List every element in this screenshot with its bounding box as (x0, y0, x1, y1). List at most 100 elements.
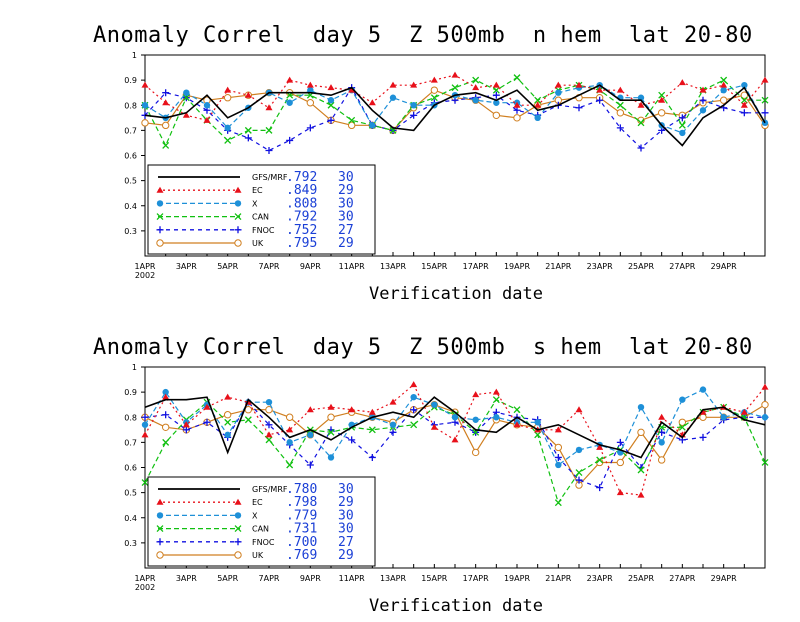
legend-count: 29 (338, 183, 354, 198)
data-point (203, 403, 211, 410)
x-tick-label: 3APR (176, 262, 197, 271)
data-point (555, 461, 562, 469)
y-tick-label: 0.9 (124, 76, 137, 85)
data-point (616, 109, 625, 117)
y-tick-label: 1 (132, 51, 137, 60)
data-point (286, 99, 293, 106)
data-point (327, 116, 335, 124)
x-tick-label: 23APR (587, 574, 613, 583)
data-point (761, 119, 769, 127)
data-point (699, 433, 707, 441)
data-point (306, 461, 314, 469)
data-point (410, 421, 418, 429)
x-tick-label: 7APR (259, 262, 280, 271)
x-tick-label: 11APR (339, 262, 365, 271)
legend-count: 30 (338, 482, 354, 497)
data-point (658, 91, 666, 99)
legend-count: 30 (338, 210, 354, 225)
data-point (513, 74, 521, 82)
data-point (141, 102, 149, 109)
data-point (637, 101, 645, 108)
data-point (554, 443, 563, 452)
data-point (161, 121, 170, 130)
x-tick-label: 1APR (135, 574, 156, 583)
x-axis-label: Verification date (369, 596, 543, 616)
data-point (534, 431, 542, 439)
data-point (306, 99, 315, 107)
data-point (265, 104, 273, 111)
legend: GFS/MRF.780 30 EC .798 29 X .779 30 CAN .731 30 FNO… (147, 476, 376, 567)
legend-mean: .792 (286, 210, 317, 225)
data-point (286, 76, 294, 83)
legend-marker (156, 226, 164, 234)
data-point (161, 423, 170, 431)
data-point (472, 97, 479, 104)
data-point (389, 94, 397, 101)
data-point (306, 406, 314, 413)
y-tick-label: 0.7 (124, 126, 137, 135)
data-point (658, 96, 666, 103)
data-point (761, 96, 769, 104)
data-point (327, 428, 335, 436)
data-point (224, 393, 232, 400)
data-point (554, 426, 562, 433)
data-point (368, 99, 376, 106)
legend-mean: .780 (286, 482, 317, 497)
data-point (286, 439, 293, 446)
legend-marker (234, 525, 242, 533)
data-point (699, 107, 707, 114)
data-point (472, 84, 480, 91)
chart-title: Anomaly Correl day 5 Z 500mb n hem lat 2… (93, 23, 753, 48)
data-point (513, 101, 521, 108)
data-point (492, 388, 500, 395)
x-tick-label: 27APR (669, 574, 695, 583)
x-tick-label: 25APR (628, 262, 654, 271)
data-point (265, 398, 273, 406)
data-point (720, 81, 728, 88)
x-tick-label: 17APR (463, 262, 489, 271)
chart-panel-s-hem: Anomaly Correl day 5 Z 500mb s hem lat 2… (93, 335, 769, 616)
data-point (720, 76, 728, 84)
legend-name: UK (252, 239, 264, 248)
data-point (265, 431, 273, 438)
data-point (740, 408, 748, 415)
series-ec (141, 71, 769, 123)
data-point (679, 129, 686, 137)
data-point (637, 144, 645, 152)
data-point (203, 102, 211, 109)
data-point (307, 86, 314, 94)
data-point (327, 403, 335, 410)
data-point (327, 413, 335, 421)
data-point (306, 81, 314, 88)
data-point (761, 400, 769, 409)
data-point (410, 81, 418, 88)
data-point (244, 126, 252, 134)
data-point (223, 94, 232, 102)
data-point (141, 479, 149, 487)
data-point (224, 431, 231, 439)
data-point (430, 76, 438, 83)
data-point (658, 413, 666, 420)
data-point (657, 456, 666, 464)
data-point (141, 431, 149, 438)
y-tick-label: 0.6 (124, 152, 137, 161)
x-tick-label: 29APR (711, 262, 737, 271)
data-point (513, 406, 521, 414)
data-point (492, 91, 500, 99)
legend-marker (156, 512, 164, 519)
series-gfs-mrf (144, 84, 766, 147)
data-point (555, 89, 562, 96)
legend-count: 29 (338, 548, 354, 563)
y-tick-label: 0.5 (124, 177, 137, 186)
x-tick-label: 5APR (217, 574, 238, 583)
data-point (224, 418, 232, 426)
series-gfs-mrf (144, 396, 766, 459)
data-point (286, 461, 294, 469)
data-point (244, 416, 252, 424)
data-point (471, 448, 480, 457)
data-point (286, 426, 294, 433)
data-point (492, 396, 500, 404)
data-point (554, 499, 562, 507)
data-point (637, 491, 645, 498)
